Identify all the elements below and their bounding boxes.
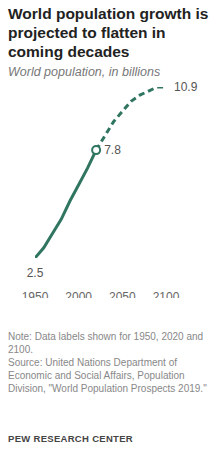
svg-text:2100: 2100 — [153, 290, 180, 298]
svg-text:2000: 2000 — [65, 290, 92, 298]
svg-text:1950: 1950 — [22, 290, 49, 298]
svg-text:10.9: 10.9 — [174, 80, 198, 94]
html-text:World population, in billions: World population, in billions — [8, 65, 161, 79]
html-text:PEW RESEARCH CENTER: PEW RESEARCH CENTER — [8, 433, 133, 444]
svg-text:7.8: 7.8 — [104, 143, 121, 157]
html-text:Source: United Nations Departm: Source: United Nations Department of Eco… — [8, 357, 207, 394]
html-text:World population growth is pro: World population growth is projected to … — [8, 5, 209, 60]
svg-text:2050: 2050 — [109, 290, 136, 298]
svg-text:2.5: 2.5 — [27, 266, 44, 280]
html-text:Note: Data labels shown for 19: Note: Data labels shown for 1950, 2020 a… — [8, 331, 204, 355]
